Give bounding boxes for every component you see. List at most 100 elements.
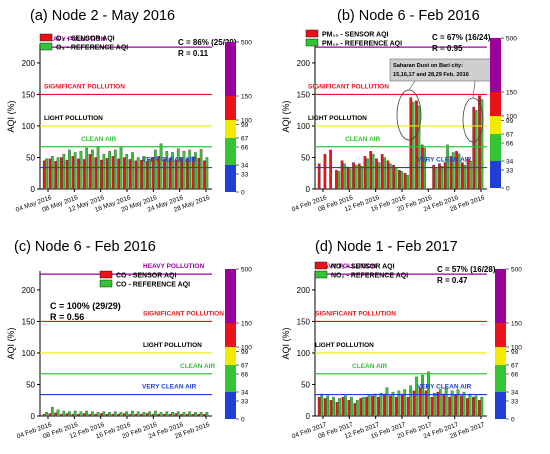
legend: O₃ - SENSOR AQI O₃ - REFERENCE AQI bbox=[39, 33, 128, 52]
stat-text: R = 0.95 bbox=[432, 44, 463, 53]
scale-segment bbox=[490, 92, 501, 116]
y-tick-label: 0 bbox=[306, 412, 311, 421]
y-tick-label: 150 bbox=[22, 90, 36, 99]
bar-sensor bbox=[122, 413, 126, 417]
bar-sensor bbox=[477, 400, 481, 417]
bar-reference bbox=[62, 410, 66, 417]
y-axis-label: AQI (%) bbox=[6, 100, 16, 132]
bar-reference bbox=[159, 412, 163, 417]
bar-reference bbox=[480, 99, 484, 190]
bar-reference bbox=[73, 152, 77, 190]
y-tick-label: 100 bbox=[22, 122, 36, 131]
bar-sensor bbox=[151, 413, 155, 417]
zone-label-veryclean: VERY CLEAN AIR bbox=[417, 157, 472, 164]
scale-segment bbox=[495, 392, 506, 419]
bar-sensor bbox=[54, 412, 58, 417]
bar-reference bbox=[409, 385, 413, 417]
scale-tick-label: 100 bbox=[241, 345, 252, 352]
zone-label-significant: SIGNIFICANT POLLUTION bbox=[143, 310, 224, 317]
bar-reference bbox=[205, 157, 209, 190]
zone-label-heavy: HEAVY POLLUTION bbox=[143, 263, 204, 270]
bar-sensor bbox=[65, 413, 69, 417]
bar-reference bbox=[403, 389, 407, 417]
bar-sensor bbox=[341, 396, 345, 417]
y-tick-label: 200 bbox=[297, 286, 311, 295]
bar-sensor bbox=[375, 158, 378, 190]
bar-reference bbox=[125, 154, 129, 190]
bar-sensor bbox=[54, 161, 58, 190]
bar-reference bbox=[480, 396, 484, 417]
bar-reference bbox=[148, 158, 151, 190]
scale-segment bbox=[495, 323, 506, 347]
bar-sensor bbox=[128, 413, 132, 417]
bar-sensor bbox=[347, 400, 351, 417]
bar-reference bbox=[457, 153, 461, 190]
zone-label-heavy: HEAVY POLLUTION bbox=[315, 263, 376, 270]
bar-sensor bbox=[353, 403, 357, 417]
bar-reference bbox=[73, 410, 77, 417]
bar-sensor bbox=[203, 413, 206, 417]
bar-reference bbox=[50, 407, 54, 417]
zone-label-significant: SIGNIFICANT POLLUTION bbox=[44, 83, 125, 90]
bar-sensor bbox=[436, 391, 440, 417]
bar-sensor bbox=[191, 413, 195, 417]
bar-sensor bbox=[122, 157, 126, 190]
bar-reference bbox=[194, 412, 197, 417]
bar-reference bbox=[383, 157, 386, 190]
bar-reference bbox=[450, 390, 454, 417]
bar-sensor bbox=[377, 396, 380, 417]
bar-reference bbox=[451, 152, 455, 190]
bar-sensor bbox=[77, 413, 80, 417]
bar-sensor bbox=[134, 413, 138, 417]
scale-segment bbox=[225, 365, 236, 392]
bar-reference bbox=[188, 149, 192, 190]
bar-reference bbox=[411, 101, 415, 190]
legend-swatch bbox=[39, 33, 53, 42]
bar-sensor bbox=[197, 157, 201, 190]
scale-tick-label: 66 bbox=[241, 145, 249, 152]
y-tick-label: 150 bbox=[22, 317, 36, 326]
chart-panel-1: (a) Node 2 - May 2016 0 50 100 150 200 AQI (%)… bbox=[6, 8, 252, 214]
zone-label-heavy: HEAVY POLLUTION bbox=[44, 36, 105, 43]
bar-reference bbox=[337, 171, 341, 190]
scale-tick-label: 33 bbox=[506, 168, 514, 175]
zone-label-veryclean: VERY CLEAN AIR bbox=[142, 384, 197, 391]
scale-segment bbox=[495, 269, 506, 323]
bar-sensor bbox=[48, 413, 52, 417]
legend-swatch bbox=[99, 279, 113, 288]
bar-reference bbox=[182, 151, 186, 190]
scale-segment bbox=[490, 116, 501, 134]
bar-reference bbox=[338, 398, 341, 417]
bar-sensor bbox=[335, 169, 338, 190]
zone-label-light: LIGHT POLLUTION bbox=[315, 342, 374, 349]
bar-reference bbox=[348, 168, 352, 190]
bar-sensor bbox=[432, 164, 436, 190]
scale-tick-label: 67 bbox=[241, 363, 249, 370]
bar-sensor bbox=[460, 395, 463, 417]
bar-reference bbox=[79, 411, 83, 417]
y-tick-label: 50 bbox=[26, 153, 35, 162]
bar-sensor bbox=[365, 396, 369, 417]
bar-sensor bbox=[406, 396, 410, 417]
bar-reference bbox=[91, 149, 94, 190]
bar-reference bbox=[56, 157, 60, 190]
scale-tick-label: 67 bbox=[511, 363, 519, 370]
bar-reference bbox=[438, 389, 442, 417]
bar-reference bbox=[326, 395, 330, 417]
bar-sensor bbox=[174, 413, 178, 417]
legend-label: PM₁₀ - SENSOR AQI bbox=[322, 32, 389, 39]
scale-tick-label: 34 bbox=[511, 390, 519, 397]
bar-reference bbox=[406, 174, 409, 190]
bar-reference bbox=[463, 164, 467, 190]
scale-tick-label: 150 bbox=[506, 90, 517, 97]
bar-reference bbox=[474, 110, 478, 190]
bar-reference bbox=[125, 411, 129, 417]
bar-reference bbox=[154, 410, 157, 417]
bar-sensor bbox=[400, 393, 404, 417]
bar-sensor bbox=[317, 396, 321, 417]
bar-sensor bbox=[105, 157, 109, 190]
bar-sensor bbox=[352, 162, 355, 190]
scale-segment bbox=[490, 38, 501, 92]
scale-tick-label: 34 bbox=[241, 390, 249, 397]
